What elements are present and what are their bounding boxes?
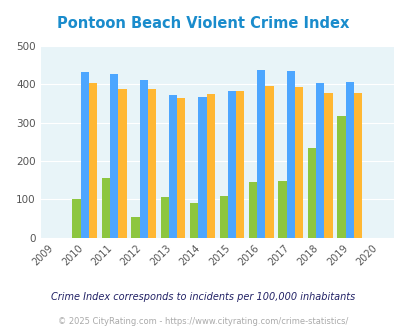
- Bar: [227, 91, 235, 238]
- Bar: [139, 80, 147, 238]
- Text: Crime Index corresponds to incidents per 100,000 inhabitants: Crime Index corresponds to incidents per…: [51, 292, 354, 302]
- Bar: [160, 197, 168, 238]
- Bar: [265, 85, 273, 238]
- Bar: [89, 83, 97, 238]
- Bar: [248, 182, 257, 238]
- Bar: [345, 82, 353, 238]
- Bar: [118, 89, 126, 238]
- Bar: [110, 74, 118, 238]
- Bar: [307, 148, 315, 238]
- Bar: [219, 196, 227, 238]
- Bar: [324, 92, 332, 238]
- Text: Pontoon Beach Violent Crime Index: Pontoon Beach Violent Crime Index: [57, 16, 348, 31]
- Bar: [315, 83, 324, 238]
- Bar: [278, 181, 286, 238]
- Bar: [177, 98, 185, 238]
- Bar: [168, 95, 177, 238]
- Bar: [81, 72, 89, 238]
- Text: © 2025 CityRating.com - https://www.cityrating.com/crime-statistics/: © 2025 CityRating.com - https://www.city…: [58, 317, 347, 326]
- Bar: [72, 199, 81, 238]
- Bar: [206, 94, 214, 238]
- Bar: [353, 92, 361, 238]
- Bar: [198, 97, 206, 238]
- Bar: [102, 178, 110, 238]
- Bar: [294, 87, 303, 238]
- Bar: [337, 116, 345, 238]
- Bar: [131, 216, 139, 238]
- Bar: [257, 70, 265, 238]
- Bar: [286, 71, 294, 238]
- Bar: [235, 91, 244, 238]
- Bar: [147, 89, 156, 238]
- Bar: [190, 203, 198, 238]
